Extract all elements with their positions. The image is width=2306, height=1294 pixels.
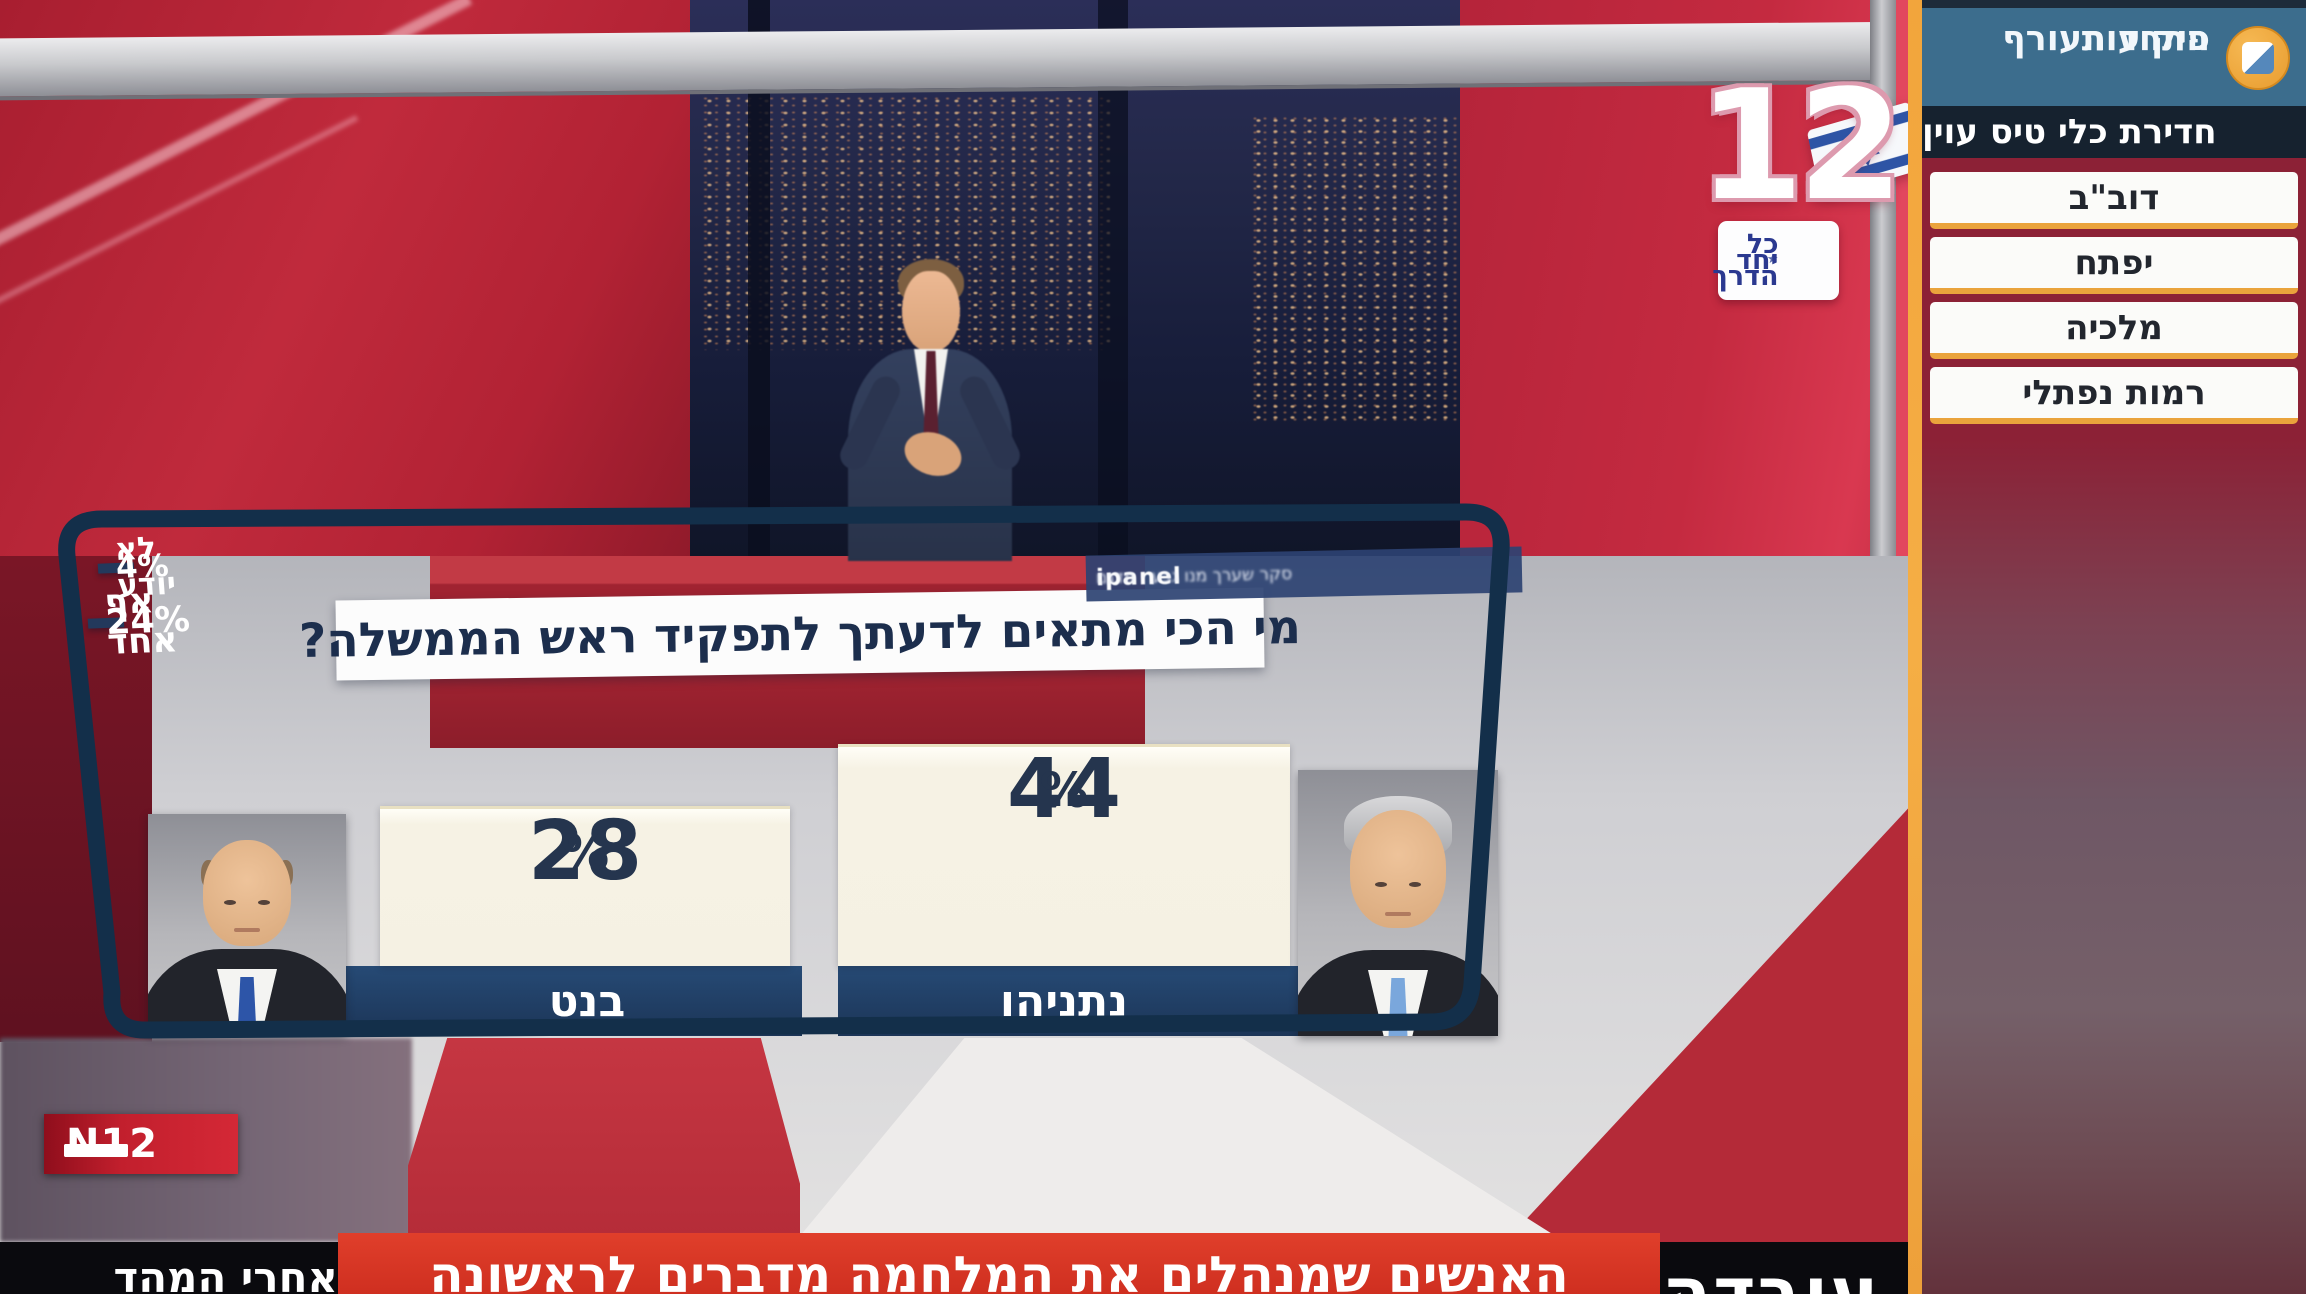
- poll-question: מי הכי מתאים לדעתך לתפקיד ראש הממשלה?: [299, 587, 1301, 681]
- alert-location-item: יפתח: [1930, 237, 2298, 294]
- no-one-label: אף אחד: [103, 581, 179, 663]
- percent-sign: %: [560, 825, 610, 881]
- alert-type-banner: חדירת כלי טיס עוין: [1922, 106, 2306, 158]
- video-wall-mullion: [1098, 0, 1128, 560]
- netanyahu-name: נתניהו: [999, 975, 1129, 1027]
- poll-other-no-one: 24% אף אחד: [87, 581, 191, 663]
- ticker-left-text: אחרי המהד: [113, 1253, 339, 1294]
- sidebar-title-line2: פיקוד העורף: [2002, 19, 2210, 59]
- ticker-headline-banner: האנשים שמנהלים את המלחמה מדברים לראשונה: [338, 1233, 1660, 1294]
- city-lights: [1250, 115, 1458, 425]
- bennett-photo: [148, 814, 346, 1035]
- alerts-sidebar: התרעות פיקוד העורף חדירת כלי טיס עוין דו…: [1908, 0, 2306, 1294]
- netanyahu-eye: [1375, 882, 1387, 887]
- netanyahu-tie: [1388, 978, 1408, 1036]
- channel-slogan: ★ יחד כל הדרך: [1712, 221, 1839, 300]
- bennett-eye: [224, 900, 236, 905]
- bennett-bar: 28 %: [380, 806, 790, 966]
- poll-credit-strip: ipanel סקר שערך מנו גבע · מדגם: [1085, 546, 1523, 602]
- sidebar-orange-stripe: [1908, 0, 1922, 1294]
- red-carpet: [408, 1038, 800, 1242]
- n12-logo: N12: [44, 1114, 238, 1174]
- alert-location-item: דוב"ב: [1930, 172, 2298, 229]
- video-wall-mullion: [748, 0, 770, 560]
- bennett-name: בנט: [548, 975, 626, 1027]
- alert-location-item: רמות נפתלי: [1930, 367, 2298, 424]
- presenter-face: [902, 271, 960, 351]
- bennett-tie: [237, 977, 257, 1035]
- star-icon: ★: [1766, 252, 1779, 268]
- slogan-line2: כל הדרך: [1712, 229, 1779, 292]
- studio-right-wall: [1460, 0, 1908, 648]
- show-logo: עובדה: [1661, 1251, 1881, 1294]
- home-front-command-emblem: [2242, 42, 2274, 74]
- netanyahu-eye: [1409, 882, 1421, 887]
- sidebar-title-line1: התרעות: [2081, 19, 2210, 59]
- ticker-headline: האנשים שמנהלים את המלחמה מדברים לראשונה: [429, 1246, 1569, 1294]
- alert-location-item: מלכיה: [1930, 302, 2298, 359]
- home-front-command-header: התרעות פיקוד העורף: [1922, 0, 2306, 106]
- slogan-line1: יחד: [1736, 244, 1779, 276]
- israel-flag-icon: [1807, 102, 1923, 198]
- poll-credit-text: סקר שערך מנו גבע · מדגם: [1095, 564, 1293, 589]
- percent-sign: %: [1039, 763, 1089, 819]
- home-front-command-icon: [2226, 26, 2290, 90]
- netanyahu-bar: 44 %: [838, 744, 1290, 966]
- poll-other-dont-know: 4% לא יודע: [97, 530, 177, 604]
- netanyahu-photo: [1298, 770, 1498, 1036]
- netanyahu-face: [1350, 810, 1446, 928]
- news-presenter: [820, 245, 1040, 561]
- bennett-eye: [258, 900, 270, 905]
- netanyahu-mouth: [1385, 912, 1411, 916]
- channel-number: 12: [1698, 57, 1904, 234]
- bennett-mouth: [234, 928, 260, 932]
